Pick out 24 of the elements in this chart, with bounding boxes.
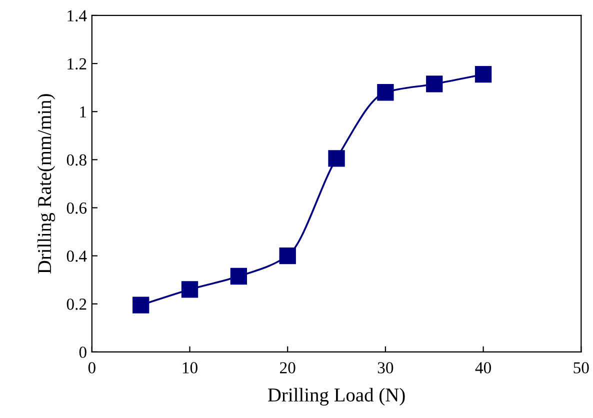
point	[181, 281, 198, 298]
y-tick-label: 1.4	[68, 10, 87, 22]
y-tick-label: 0.8	[66, 154, 86, 166]
y-axis-title: Drilling Rate(mm/min)	[37, 94, 56, 274]
x-tick-label: 40	[475, 362, 491, 374]
x-tick-label: 20	[280, 362, 296, 374]
point	[377, 84, 394, 101]
point	[230, 268, 248, 285]
point	[426, 76, 443, 92]
y-tick-label: 0.2	[66, 298, 86, 310]
point	[474, 66, 492, 83]
x-tick-label: 30	[378, 362, 394, 374]
y-tick-label: 1	[80, 106, 86, 118]
y-tick-label: 0.4	[66, 250, 87, 262]
x-axis-title: Drilling Load (N)	[268, 388, 405, 406]
point	[279, 247, 296, 264]
y-tick-label: 0	[79, 346, 86, 358]
x-tick-label: 10	[182, 362, 198, 374]
point	[328, 150, 345, 167]
x-tick-label: 0	[88, 362, 96, 374]
x-tick-label: 50	[574, 362, 589, 374]
point	[132, 296, 150, 314]
y-tick-label: 0.6	[66, 202, 87, 214]
y-tick-label: 1.2	[68, 58, 86, 70]
